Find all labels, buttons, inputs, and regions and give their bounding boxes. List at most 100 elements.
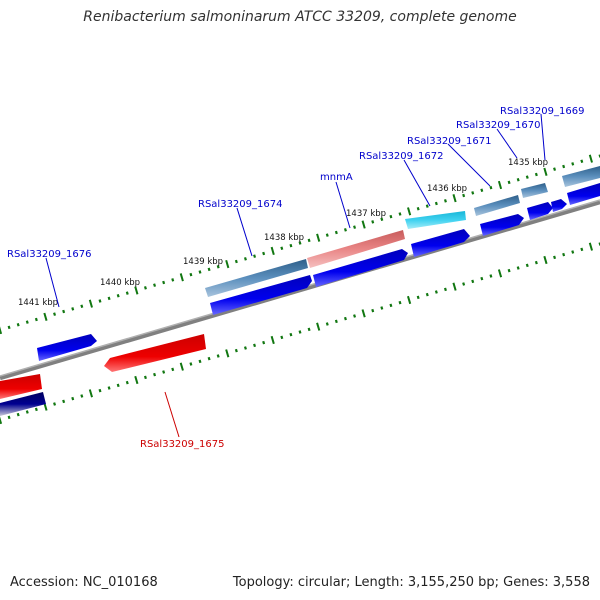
scale-tick — [353, 225, 357, 229]
scale-tick — [34, 407, 38, 412]
leader-line — [447, 143, 491, 187]
scale-tick — [489, 274, 493, 278]
scale-tick — [98, 299, 102, 303]
scale-tick — [553, 255, 557, 260]
scale-tick — [462, 193, 466, 198]
feature-reverse-dark[interactable] — [0, 392, 46, 416]
scale-tick — [198, 270, 202, 274]
scale-tick — [298, 241, 302, 245]
scale-tick — [516, 177, 520, 182]
scale-tick — [270, 246, 275, 256]
scale-label: 1439 kbp — [183, 257, 223, 267]
map-title: Renibacterium salmoninarum ATCC 33209, c… — [83, 9, 517, 25]
feature-rsal33209-1669-gene[interactable] — [562, 166, 600, 187]
feature-rsal33209-1674-gene[interactable] — [205, 259, 308, 297]
gene-label-rsal33209-1675[interactable]: RSal33209_1675 — [140, 439, 224, 450]
scale-tick — [462, 282, 466, 286]
scale-tick — [407, 295, 412, 305]
scale-tick — [243, 346, 247, 350]
cds-rsal33209-1676[interactable] — [37, 334, 97, 361]
scale-tick — [189, 362, 193, 366]
cds-rsal33209-1669[interactable] — [567, 183, 600, 205]
leader-line — [403, 159, 431, 207]
scale-tick — [216, 264, 220, 269]
genome-summary-text: Topology: circular; Length: 3,155,250 bp… — [232, 575, 590, 590]
gene-label-rsal33209-1669[interactable]: RSal33209_1669 — [500, 106, 584, 117]
scale-tick — [534, 260, 538, 265]
leader-line — [496, 128, 518, 159]
cds-rsal33209-1670[interactable] — [527, 202, 553, 220]
forward-gene-features — [205, 166, 600, 297]
cds-small-arrow[interactable] — [551, 199, 567, 212]
scale-tick — [343, 228, 347, 232]
scale-tick — [171, 367, 175, 372]
scale-tick — [116, 383, 120, 388]
scale-tick — [234, 259, 238, 264]
reverse-cds-track — [0, 334, 206, 416]
scale-tick — [361, 220, 366, 229]
feature-rsal33209-1670-gene[interactable] — [521, 183, 548, 198]
scale-tick — [43, 312, 48, 321]
cds-reverse-left[interactable] — [0, 374, 42, 399]
gene-label-rsal33209-1676[interactable]: RSal33209_1676 — [7, 249, 91, 260]
scale-tick — [380, 217, 384, 222]
leader-line — [236, 207, 253, 257]
scale-tick — [562, 252, 566, 257]
feature-rsal33209-1672-gene[interactable] — [405, 211, 466, 229]
scale-tick — [480, 188, 484, 193]
cds-rsal33209-1671[interactable] — [480, 214, 524, 236]
scale-tick — [407, 207, 412, 216]
scale-tick — [443, 199, 447, 203]
scale-tick — [107, 296, 111, 301]
scale-tick — [507, 268, 511, 273]
scale-tick — [543, 255, 548, 265]
scale-tick — [471, 279, 475, 284]
scale-label: 1438 kbp — [264, 233, 304, 243]
scale-tick — [88, 389, 93, 398]
scale-tick — [425, 204, 429, 208]
scale-tick — [153, 372, 157, 377]
scale-tick — [580, 247, 584, 252]
scale-tick — [434, 290, 438, 294]
gene-label-rsal33209-1672[interactable]: RSal33209_1672 — [359, 151, 443, 162]
scale-tick — [497, 180, 503, 190]
cds-rsal33209-1675[interactable] — [104, 334, 206, 372]
scale-tick — [553, 167, 557, 171]
scale-tick — [134, 375, 139, 385]
gene-label-rsal33209-1671[interactable]: RSal33209_1671 — [407, 136, 491, 147]
scale-tick — [425, 292, 429, 297]
scale-tick — [62, 399, 66, 404]
scale-tick — [452, 282, 457, 291]
scale-tick — [25, 410, 29, 414]
scale-tick — [371, 308, 375, 313]
scale-tick — [389, 214, 393, 219]
cds-mnma[interactable] — [313, 249, 408, 287]
scale-tick — [253, 343, 257, 348]
scale-tick — [389, 303, 393, 308]
scale-tick — [316, 233, 321, 242]
cds-rsal33209-1672[interactable] — [411, 229, 470, 257]
scale-tick — [416, 206, 420, 211]
forward-cds-track — [37, 183, 600, 361]
scale-label: 1436 kbp — [427, 184, 467, 194]
scale-tick — [243, 257, 247, 261]
gene-label-rsal33209-1670[interactable]: RSal33209_1670 — [456, 120, 540, 131]
cds-rsal33209-1674[interactable] — [210, 275, 312, 315]
scale-tick — [80, 394, 84, 398]
scale-tick — [153, 283, 157, 287]
gene-label-rsal33209-1674[interactable]: RSal33209_1674 — [198, 199, 282, 210]
accession-text: Accession: NC_010168 — [10, 575, 158, 590]
gene-label-mnma[interactable]: mnmA — [320, 172, 353, 183]
scale-tick — [234, 348, 238, 353]
scale-tick — [116, 293, 120, 298]
scale-tick — [16, 322, 20, 327]
scale-tick — [571, 250, 575, 254]
scale-tick — [179, 273, 184, 282]
feature-rsal33209-1671-gene[interactable] — [474, 195, 520, 216]
scale-tick — [307, 238, 311, 243]
feature-mnma-trna[interactable] — [307, 230, 405, 268]
leader-line — [540, 113, 546, 161]
scale-label: 1437 kbp — [346, 209, 386, 219]
scale-tick — [262, 340, 266, 345]
